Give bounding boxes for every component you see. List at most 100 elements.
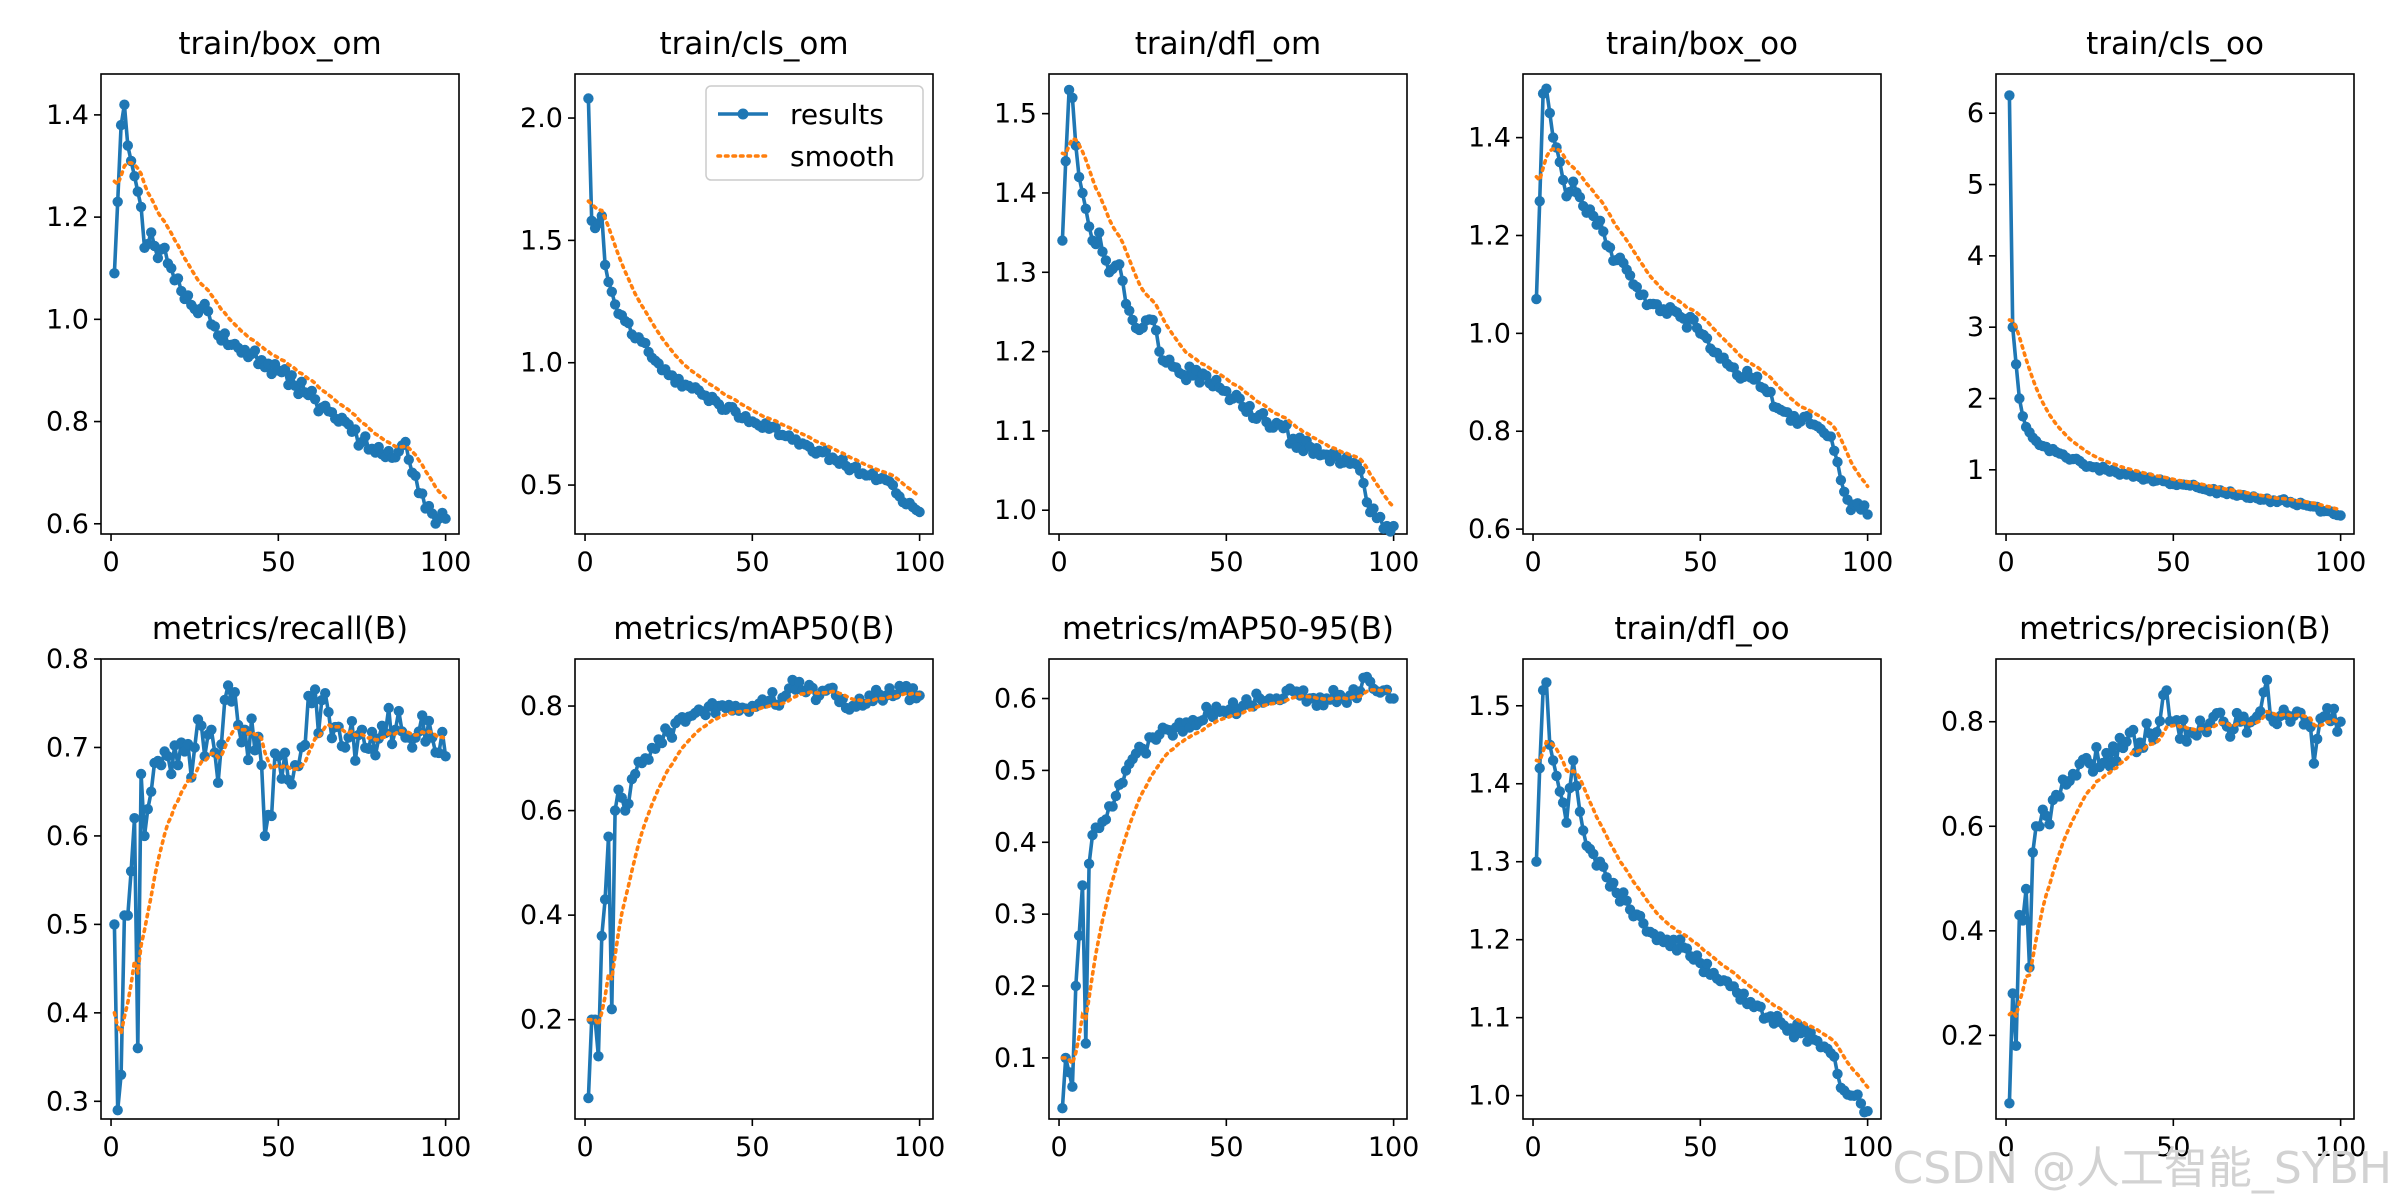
data-point [2107,741,2119,752]
axes-frame [1522,658,1882,1120]
panel-2: train/cls_om 0 50 100 0.5 1.0 1.5 2.0 results smo… [520,26,945,578]
x-tick-label: 50 [261,547,295,578]
y-tick-label: 1.3 [1468,847,1511,878]
data-point [112,1105,123,1116]
panel-8: metrics/mAP50-95(B) 0 50 100 0.1 0.2 0.3 0.4 0.5… [994,611,1419,1163]
data-point [1859,500,1870,511]
data-point [386,738,398,750]
y-tick-label: 0.6 [46,509,89,540]
data-point [356,724,368,735]
y-tick-label: 0.4 [994,827,1037,858]
y-tick-label: 1.0 [994,495,1037,526]
data-point [1140,748,1152,759]
data-point [1554,156,1566,168]
axes-frame [574,658,934,1120]
data-point [1375,511,1386,523]
smooth-line [1534,739,1870,1089]
results-line [2007,678,2343,1104]
panel-title: train/dfl_om [1135,26,1321,62]
panel-title: train/box_oo [1606,26,1798,62]
data-point [603,276,614,288]
data-point [309,394,321,405]
data-point [2151,727,2162,738]
data-point [320,688,331,699]
data-point [623,798,634,809]
x-tick-label: 0 [1997,547,2014,578]
data-point [206,724,217,735]
data-point [159,242,170,253]
data-point [1117,275,1128,286]
data-point [152,252,164,264]
data-point [1681,322,1693,333]
y-tick-label: 1.0 [1468,318,1511,349]
y-tick-label: 0.3 [994,899,1037,930]
data-point [363,743,374,754]
data-point [767,687,778,698]
data-point [172,273,184,284]
data-point [1147,314,1158,326]
smooth-line [1534,146,1870,489]
x-tick-label: 100 [1368,1132,1420,1163]
data-point [2335,716,2346,727]
data-point [2027,847,2039,858]
y-tick-label: 4 [1967,241,1984,272]
axes-frame [1048,658,1408,1120]
data-point [1100,255,1112,266]
data-point [1631,281,1643,293]
data-point [410,470,421,481]
data-point [122,140,133,151]
x-tick-label: 0 [576,547,593,578]
y-tick-label: 0.5 [520,470,563,501]
data-point [1825,431,1837,442]
data-point [1244,400,1255,412]
data-point [606,1004,617,1015]
data-point [1063,1067,1075,1078]
data-point [1862,509,1873,520]
data-point [366,726,378,738]
data-point [1114,259,1125,270]
data-point [1358,477,1369,489]
data-point [2004,90,2015,101]
x-tick-label: 50 [1209,1132,1243,1163]
data-point [122,910,133,921]
data-point [279,364,291,375]
x-tick-label: 50 [1209,547,1243,578]
data-point [700,709,711,721]
data-point [146,227,157,238]
y-tick-label: 0.7 [46,732,89,763]
data-point [1067,92,1078,104]
data-point [1534,196,1545,207]
data-point [129,813,140,824]
data-point [1829,445,1840,456]
data-point [196,720,207,731]
data-point [1574,806,1586,817]
data-point [2258,687,2269,698]
data-point [1090,238,1102,250]
smooth-line [2007,709,2343,1021]
x-tick-label: 0 [576,1132,593,1163]
data-point [1355,465,1366,476]
y-tick-label: 1 [1967,455,1984,486]
data-point [1541,677,1552,688]
data-point [1557,174,1569,186]
data-point [1588,848,1599,860]
data-point [1547,132,1559,143]
data-point [1257,408,1269,419]
data-point [1598,226,1609,237]
panel-title: train/cls_oo [2086,26,2264,62]
y-tick-label: 0.8 [46,644,89,675]
data-point [603,831,614,842]
data-point [650,743,661,754]
y-tick-label: 0.6 [994,684,1037,715]
data-point [119,99,130,110]
panel-3: train/dfl_om 0 50 100 1.0 1.1 1.2 1.3 1.4 1.5 [994,26,1419,578]
x-tick-label: 100 [894,1132,946,1163]
panel-title: train/cls_om [659,26,848,62]
data-point [236,737,247,748]
data-point [383,702,394,714]
data-point [907,683,919,694]
data-point [1852,1089,1863,1100]
data-point [1802,410,1813,422]
data-point [1194,377,1205,388]
